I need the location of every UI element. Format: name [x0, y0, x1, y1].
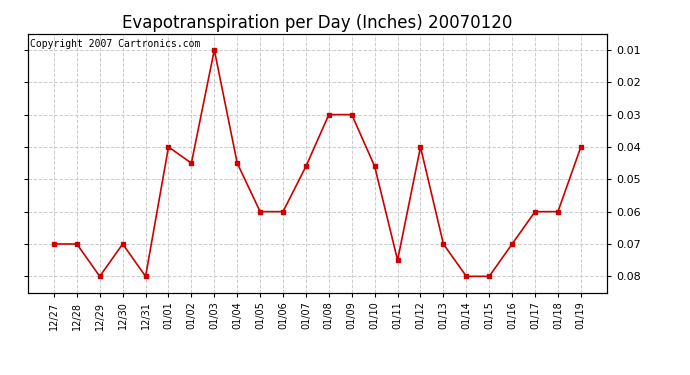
Text: Copyright 2007 Cartronics.com: Copyright 2007 Cartronics.com: [30, 39, 201, 49]
Title: Evapotranspiration per Day (Inches) 20070120: Evapotranspiration per Day (Inches) 2007…: [122, 14, 513, 32]
